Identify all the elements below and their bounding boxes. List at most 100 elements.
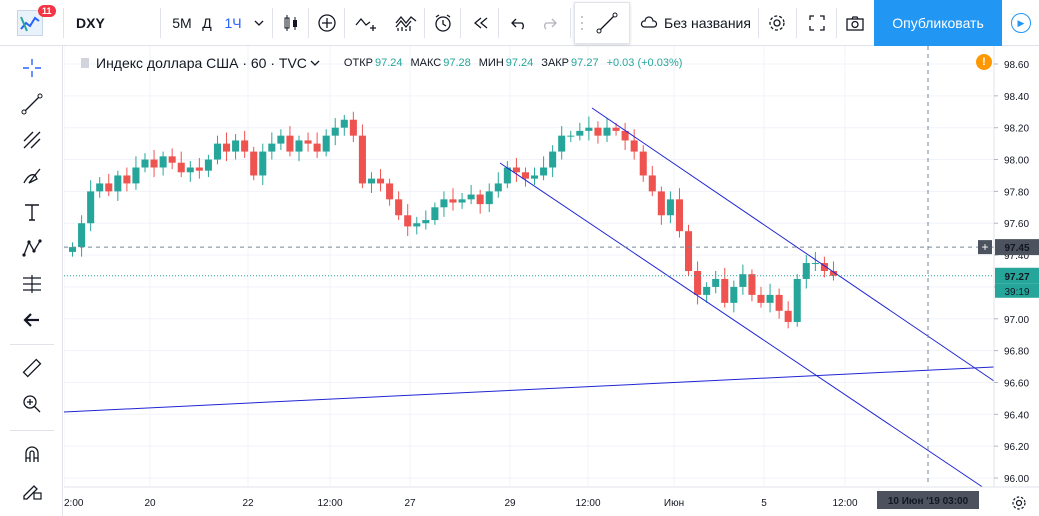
drawing-favorites-panel[interactable] xyxy=(574,2,630,44)
price-tick-label: 97.40 xyxy=(1004,251,1029,262)
price-tick-label: 97.60 xyxy=(1004,219,1029,230)
candle-body xyxy=(567,135,575,137)
channel-lower-line[interactable] xyxy=(499,162,985,489)
add-price-button[interactable] xyxy=(978,240,992,255)
magnet-tool[interactable] xyxy=(14,438,50,470)
candle xyxy=(386,178,394,206)
pattern-tool[interactable] xyxy=(14,232,50,264)
candle-body xyxy=(820,263,828,271)
price-tick-label: 96.60 xyxy=(1004,378,1029,389)
brush-tool[interactable] xyxy=(14,160,50,192)
change-value: +0.03 (+0.03%) xyxy=(606,57,683,69)
candle xyxy=(322,129,330,157)
candle-body xyxy=(204,159,212,171)
countdown-label: 39:19 xyxy=(1004,287,1029,298)
candle xyxy=(576,122,584,141)
candle-body xyxy=(648,175,656,192)
trend-line-tool[interactable] xyxy=(14,88,50,120)
gear-icon xyxy=(769,15,785,31)
candle xyxy=(114,170,122,201)
text-tool[interactable] xyxy=(14,196,50,228)
candle-body xyxy=(757,294,765,303)
interval-1h[interactable]: 1Ч xyxy=(224,15,242,31)
snapshot-button[interactable] xyxy=(840,0,870,46)
candle xyxy=(250,146,258,181)
chevron-down-icon[interactable] xyxy=(310,60,320,66)
interval-day[interactable]: Д xyxy=(202,15,212,31)
redo-button[interactable] xyxy=(534,0,564,46)
candles-icon xyxy=(284,15,297,31)
interval-5m[interactable]: 5M xyxy=(172,15,192,31)
candle-body xyxy=(123,175,131,184)
drag-handle-icon[interactable] xyxy=(579,13,585,33)
candle-body xyxy=(766,294,774,303)
candle xyxy=(223,132,231,162)
candle xyxy=(603,118,611,143)
alert-button[interactable] xyxy=(428,0,458,46)
open-value: 97.24 xyxy=(374,57,403,69)
logo-avatar[interactable]: 11 xyxy=(10,0,56,46)
candle xyxy=(585,116,593,141)
high-value: 97.28 xyxy=(443,57,471,69)
compare-button[interactable] xyxy=(312,0,342,46)
trend-line-icon[interactable] xyxy=(595,11,619,35)
candle xyxy=(367,172,375,193)
candle-body xyxy=(494,183,502,192)
layout-name-button[interactable]: Без названия xyxy=(640,0,764,46)
time-axis-bg xyxy=(64,487,1039,516)
legend-title[interactable]: Индекс доллара США xyxy=(96,55,239,71)
candle xyxy=(286,126,294,157)
warning-icon[interactable]: ! xyxy=(976,54,992,70)
candle xyxy=(739,264,747,295)
indicators-button[interactable] xyxy=(350,0,382,46)
drag-handle-icon[interactable] xyxy=(80,57,90,69)
candle xyxy=(241,130,249,158)
candle-body xyxy=(594,127,602,136)
settings-button[interactable] xyxy=(762,0,792,46)
financials-button[interactable] xyxy=(390,0,422,46)
time-tick-label: 12:00 xyxy=(317,498,342,509)
zoom-tool[interactable] xyxy=(14,388,50,420)
candle-body xyxy=(775,294,783,311)
fullscreen-button[interactable] xyxy=(802,0,832,46)
candle-body xyxy=(540,167,548,176)
candle-body xyxy=(730,286,738,303)
candle xyxy=(657,186,665,225)
hide-toolbar-button[interactable] xyxy=(14,304,50,336)
lock-drawings-tool[interactable] xyxy=(14,474,50,506)
candle-body xyxy=(467,194,475,200)
ruler-tool[interactable] xyxy=(14,352,50,384)
chart-type-button[interactable] xyxy=(276,0,306,46)
candle-body xyxy=(322,135,330,152)
candle xyxy=(87,180,95,232)
redo-icon xyxy=(544,18,557,30)
candle xyxy=(594,121,602,144)
candle-body xyxy=(268,143,276,152)
undo-button[interactable] xyxy=(504,0,534,46)
candle-body xyxy=(349,119,357,136)
gann-fib-tool[interactable] xyxy=(14,124,50,156)
candle-body xyxy=(612,127,620,131)
right-panel-toggle[interactable]: ▶ xyxy=(1003,0,1039,46)
candle-body xyxy=(250,151,258,176)
candle-body xyxy=(241,140,249,152)
candle-body xyxy=(685,231,693,271)
publish-button[interactable]: Опубликовать xyxy=(874,0,1002,46)
candle xyxy=(377,169,385,192)
alarm-clock-icon xyxy=(435,14,451,32)
interval-dropdown[interactable] xyxy=(248,0,270,46)
price-tick-label: 98.20 xyxy=(1004,124,1029,135)
prediction-tool[interactable] xyxy=(14,268,50,300)
axis-settings-button[interactable] xyxy=(1006,492,1032,514)
top-toolbar: 11 DXY 5M Д 1Ч xyxy=(0,0,1039,46)
symbol-search[interactable]: DXY xyxy=(76,15,105,31)
price-chart[interactable]: 98.6098.4098.2098.0097.8097.6097.4097.20… xyxy=(64,46,1039,516)
last-price-tag: 97.27 39:19 xyxy=(995,267,1039,298)
channel-upper-line[interactable] xyxy=(591,107,995,382)
time-tick-label: Июн xyxy=(664,498,684,509)
crosshair-tool[interactable] xyxy=(14,52,50,84)
replay-button[interactable] xyxy=(466,0,496,46)
candle xyxy=(213,135,221,165)
support-trend-line[interactable] xyxy=(64,366,995,413)
candle xyxy=(675,188,683,238)
